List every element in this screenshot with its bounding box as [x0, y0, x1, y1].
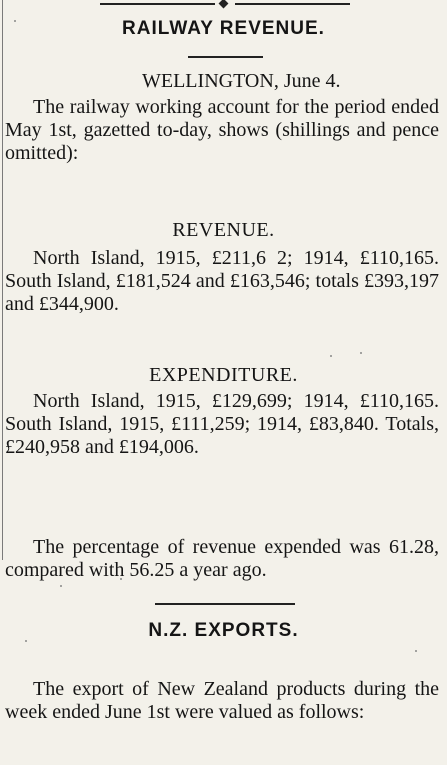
paper-speck: [415, 650, 417, 652]
top-ornament-rule: [100, 0, 350, 9]
column-border: [2, 0, 3, 560]
railway-revenue-headline: RAILWAY REVENUE.: [122, 18, 325, 39]
exports-paragraph: The export of New Zealand products durin…: [5, 678, 439, 723]
section-divider-rule: [155, 603, 295, 605]
revenue-subheading: REVENUE.: [172, 219, 275, 241]
expenditure-paragraph: North Island, 1915, £129,699; 1914, £110…: [5, 390, 439, 458]
ornament-diamond: [218, 0, 229, 9]
ornament-line-right: [235, 3, 350, 5]
paper-speck: [14, 20, 16, 22]
paper-speck: [330, 355, 332, 357]
paper-speck: [60, 585, 62, 587]
headline-underline-rule: [188, 56, 263, 58]
percentage-paragraph: The percentage of revenue expended was 6…: [5, 536, 439, 581]
revenue-paragraph: North Island, 1915, £211,6 2; 1914, £110…: [5, 247, 439, 315]
paper-speck: [120, 578, 122, 580]
intro-paragraph: The railway working account for the peri…: [5, 96, 439, 164]
ornament-line-left: [100, 3, 215, 5]
expenditure-subheading: EXPENDITURE.: [149, 364, 298, 386]
paper-speck: [25, 640, 27, 642]
nz-exports-headline: N.Z. EXPORTS.: [148, 620, 299, 641]
paper-speck: [360, 352, 362, 354]
dateline: WELLINGTON, June 4.: [142, 70, 341, 92]
